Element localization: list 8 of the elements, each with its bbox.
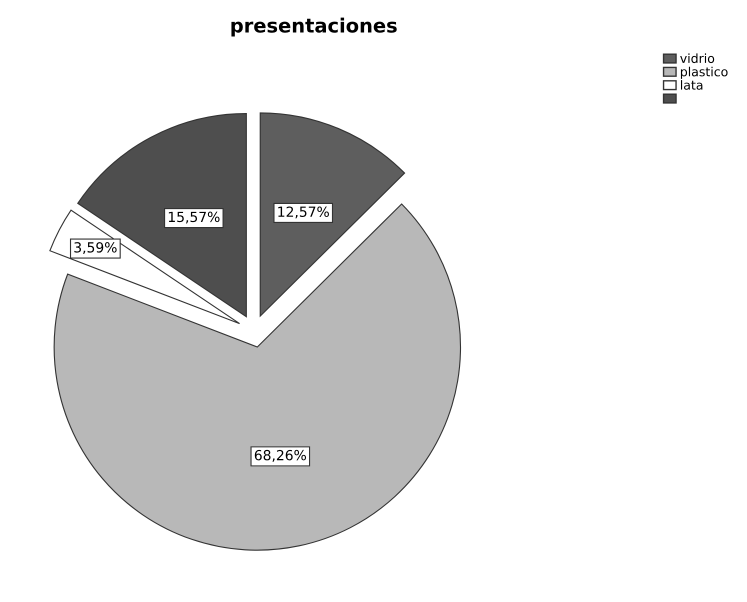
legend-label: plastico: [680, 66, 728, 79]
chart-title: presentaciones: [231, 18, 397, 36]
legend-label: lata: [680, 80, 702, 90]
data-label: 3,59%: [74, 242, 117, 254]
legend-label: vidrio: [680, 53, 714, 64]
data-label: 68,26%: [254, 450, 306, 462]
data-label: 12,57%: [278, 206, 329, 218]
data-label: 15,57%: [168, 212, 220, 224]
